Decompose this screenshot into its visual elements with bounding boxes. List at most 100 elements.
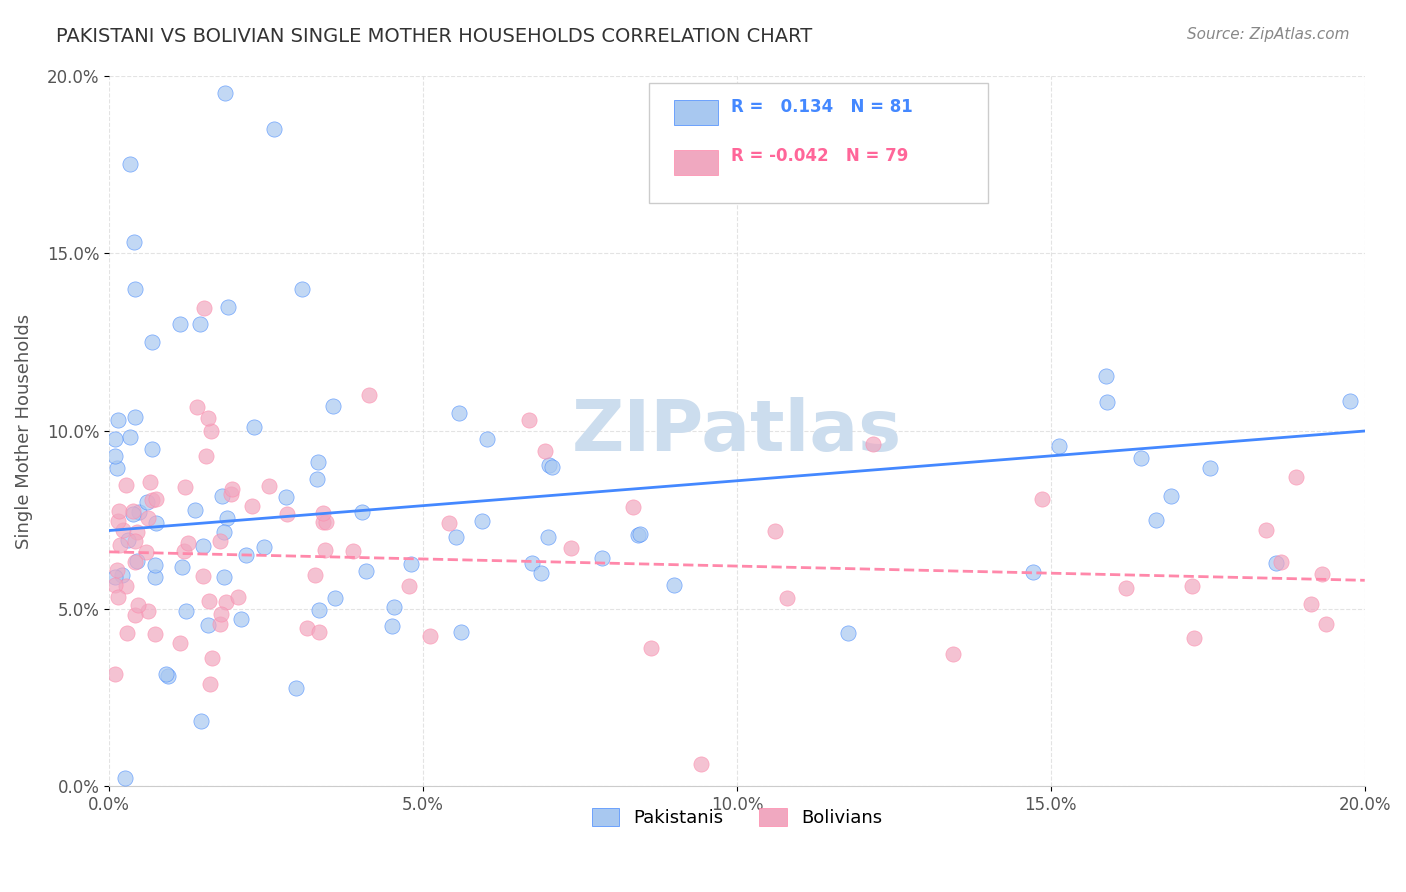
Bolivians xyxy=(1254,523,1277,537)
Pakistanis xyxy=(263,121,285,136)
Pakistanis xyxy=(155,667,177,681)
Pakistanis xyxy=(1160,489,1182,503)
Pakistanis xyxy=(285,681,308,696)
Bolivians xyxy=(763,524,786,538)
Text: R = -0.042   N = 79: R = -0.042 N = 79 xyxy=(731,147,908,165)
Bolivians xyxy=(194,449,217,463)
Bolivians xyxy=(689,756,711,771)
Bolivians xyxy=(308,624,330,639)
Pakistanis xyxy=(170,560,193,574)
Bolivians xyxy=(357,388,380,402)
Pakistanis xyxy=(121,507,143,521)
Legend: Pakistanis, Bolivians: Pakistanis, Bolivians xyxy=(585,800,890,834)
Bolivians xyxy=(127,599,149,613)
Pakistanis xyxy=(450,625,472,640)
Bolivians xyxy=(208,534,231,549)
Bolivians xyxy=(112,523,135,537)
Bolivians xyxy=(295,621,318,635)
Pakistanis xyxy=(125,554,148,568)
Pakistanis xyxy=(322,399,344,413)
Bolivians xyxy=(108,503,131,517)
Pakistanis xyxy=(305,472,328,486)
Pakistanis xyxy=(124,410,146,425)
Pakistanis xyxy=(143,570,166,584)
FancyBboxPatch shape xyxy=(650,83,988,203)
Pakistanis xyxy=(381,619,404,633)
Pakistanis xyxy=(1199,461,1222,475)
Pakistanis xyxy=(229,612,252,626)
Pakistanis xyxy=(662,578,685,592)
Bolivians xyxy=(776,591,799,606)
Pakistanis xyxy=(104,449,127,463)
Bolivians xyxy=(138,604,160,618)
Pakistanis xyxy=(114,771,136,785)
Pakistanis xyxy=(107,413,129,427)
Bolivians xyxy=(136,511,159,525)
Bolivians xyxy=(342,544,364,558)
Pakistanis xyxy=(145,516,167,530)
Pakistanis xyxy=(105,461,128,475)
Bolivians xyxy=(201,651,224,665)
Text: ZIPatlas: ZIPatlas xyxy=(572,397,903,466)
Pakistanis xyxy=(308,603,330,617)
Bolivians xyxy=(1181,579,1204,593)
Pakistanis xyxy=(141,442,163,456)
Bolivians xyxy=(315,515,337,529)
Pakistanis xyxy=(537,458,560,472)
Bolivians xyxy=(228,590,250,604)
Pakistanis xyxy=(157,668,180,682)
Bolivians xyxy=(419,629,441,643)
Bolivians xyxy=(1115,581,1137,595)
Pakistanis xyxy=(837,626,859,640)
Pakistanis xyxy=(449,406,471,420)
Pakistanis xyxy=(120,430,142,444)
Bolivians xyxy=(124,607,146,622)
Pakistanis xyxy=(253,540,276,554)
Pakistanis xyxy=(628,526,651,541)
Pakistanis xyxy=(530,566,553,581)
Pakistanis xyxy=(475,432,498,446)
Pakistanis xyxy=(124,282,146,296)
Pakistanis xyxy=(323,591,346,605)
Bolivians xyxy=(127,524,149,539)
Bolivians xyxy=(519,413,541,427)
Bolivians xyxy=(105,563,128,577)
Bolivians xyxy=(257,478,280,492)
Bolivians xyxy=(143,627,166,641)
Pakistanis xyxy=(537,530,560,544)
Bolivians xyxy=(177,535,200,549)
Pakistanis xyxy=(1022,566,1045,580)
Bolivians xyxy=(110,538,132,552)
Bolivians xyxy=(104,577,127,591)
Bolivians xyxy=(314,542,336,557)
Text: R =   0.134   N = 81: R = 0.134 N = 81 xyxy=(731,98,912,117)
Bolivians xyxy=(186,400,208,414)
Bolivians xyxy=(173,543,195,558)
Bolivians xyxy=(942,648,965,662)
Pakistanis xyxy=(128,505,150,519)
Pakistanis xyxy=(291,282,314,296)
Bolivians xyxy=(560,541,582,555)
Bolivians xyxy=(135,544,157,558)
Pakistanis xyxy=(184,503,207,517)
Bolivians xyxy=(862,437,884,451)
Pakistanis xyxy=(444,530,467,544)
Pakistanis xyxy=(522,557,544,571)
Bolivians xyxy=(398,579,420,593)
Pakistanis xyxy=(215,510,238,524)
Text: Source: ZipAtlas.com: Source: ZipAtlas.com xyxy=(1187,27,1350,42)
Bolivians xyxy=(304,568,326,582)
Pakistanis xyxy=(111,568,134,582)
Pakistanis xyxy=(399,557,422,571)
Pakistanis xyxy=(190,714,212,728)
Pakistanis xyxy=(169,318,191,332)
Bolivians xyxy=(174,480,197,494)
Pakistanis xyxy=(188,318,211,332)
Bolivians xyxy=(197,593,219,607)
Pakistanis xyxy=(217,300,239,314)
Pakistanis xyxy=(235,548,257,562)
Pakistanis xyxy=(307,454,329,468)
Pakistanis xyxy=(1047,439,1070,453)
Bolivians xyxy=(122,504,145,518)
Pakistanis xyxy=(174,604,197,618)
